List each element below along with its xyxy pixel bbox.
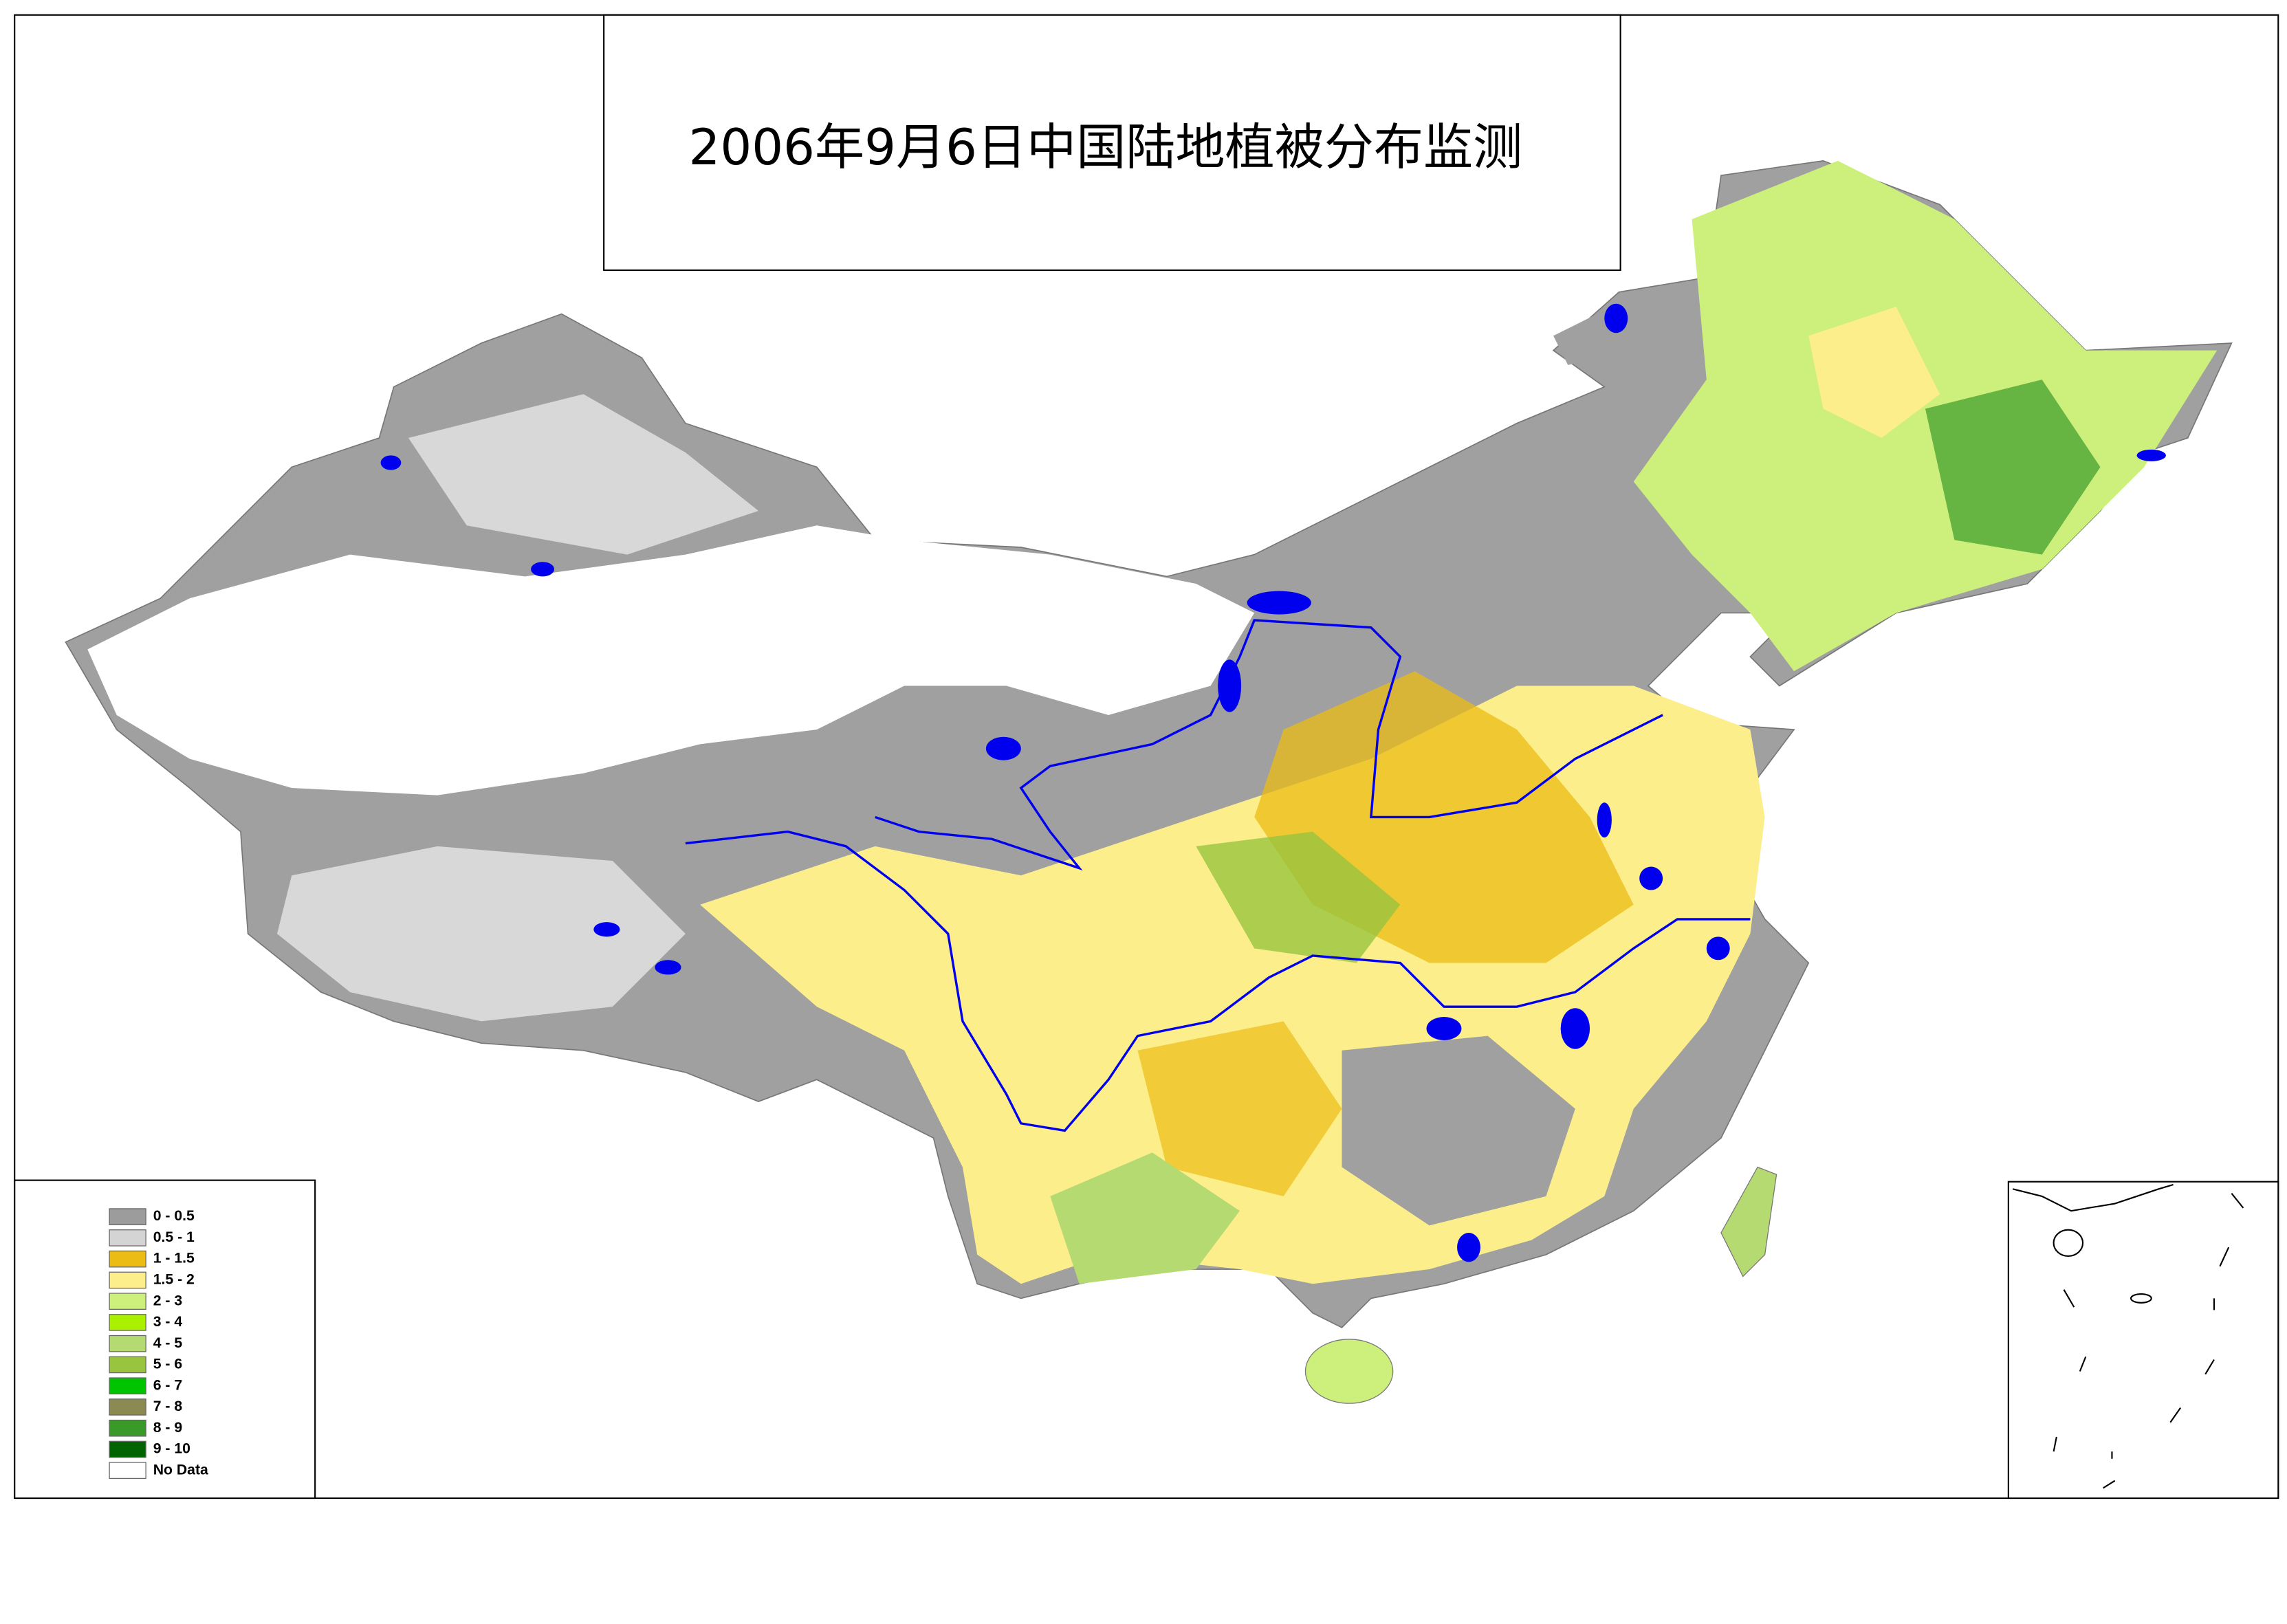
legend-swatch <box>109 1271 146 1289</box>
inset-shapes <box>2012 1183 2244 1489</box>
legend-label: 1.5 - 2 <box>153 1272 195 1288</box>
inset-island <box>2130 1293 2152 1304</box>
lake <box>1639 866 1663 890</box>
lake <box>985 736 1021 760</box>
river <box>685 830 1751 1132</box>
inset-coast <box>2012 1183 2174 1212</box>
lake <box>2136 449 2166 461</box>
inset-boundary <box>2053 1193 2244 1489</box>
legend-label: 8 - 9 <box>153 1420 182 1436</box>
lake <box>1560 1008 1590 1049</box>
light-region <box>408 394 759 555</box>
legend-swatch <box>109 1462 146 1480</box>
title-box <box>603 14 1621 272</box>
legend-label: 1 - 1.5 <box>153 1251 195 1266</box>
no-data-region <box>87 525 1255 795</box>
legend-swatch <box>109 1440 146 1458</box>
lake <box>1426 1017 1462 1040</box>
legend-swatch <box>109 1419 146 1437</box>
legend-label: 9 - 10 <box>153 1441 190 1457</box>
vegetation-region <box>1342 1035 1575 1226</box>
legend-label: 4 - 5 <box>153 1335 183 1351</box>
lake <box>380 455 402 470</box>
legend-label: No Data <box>153 1462 208 1478</box>
vegetation-region <box>1050 1152 1240 1284</box>
lake <box>531 562 555 577</box>
vegetation-region <box>1137 1021 1342 1196</box>
vegetation-region <box>1633 160 2218 672</box>
legend-label: 2 - 3 <box>153 1293 183 1308</box>
inset-map <box>2007 1181 2279 1500</box>
legend-swatch <box>109 1314 146 1331</box>
lake <box>1457 1232 1480 1262</box>
legend-swatch <box>109 1377 146 1394</box>
legend-swatch <box>109 1356 146 1374</box>
lake <box>1604 303 1628 333</box>
lake <box>1706 936 1730 961</box>
legend-label: 0.5 - 1 <box>153 1229 195 1245</box>
legend: 0 - 0.5 0.5 - 1 1 - 1.5 1.5 - 2 2 - 3 3 - 4 4 … <box>109 1208 208 1480</box>
lake <box>655 960 681 975</box>
legend-label: 6 - 7 <box>153 1377 182 1393</box>
lake <box>1597 802 1612 838</box>
legend-label: 7 - 8 <box>153 1398 183 1414</box>
lakes <box>380 303 2166 1262</box>
legend-swatch <box>109 1208 146 1225</box>
inset-island <box>2053 1229 2084 1257</box>
legend-swatch <box>109 1229 146 1247</box>
vegetation-region <box>1925 380 2101 555</box>
legend-swatch <box>109 1293 146 1310</box>
legend-swatch <box>109 1250 146 1268</box>
legend-label: 0 - 0.5 <box>153 1208 195 1224</box>
island <box>1720 1166 1777 1277</box>
map-title: 2006年9月6日中国陆地植被分布监测 <box>688 119 1522 177</box>
legend-label: 5 - 6 <box>153 1357 183 1372</box>
lake <box>1247 591 1311 615</box>
legend-swatch <box>109 1398 146 1416</box>
legend-box <box>14 1179 316 1500</box>
island <box>1304 1339 1394 1404</box>
vegetation-region <box>1196 831 1401 963</box>
legend-label: 3 - 4 <box>153 1314 183 1330</box>
river <box>875 619 1663 871</box>
lake <box>593 922 620 937</box>
light-region <box>277 846 686 1022</box>
vegetation-region <box>1808 307 1940 438</box>
legend-swatch <box>109 1335 146 1352</box>
lake <box>1218 659 1242 712</box>
